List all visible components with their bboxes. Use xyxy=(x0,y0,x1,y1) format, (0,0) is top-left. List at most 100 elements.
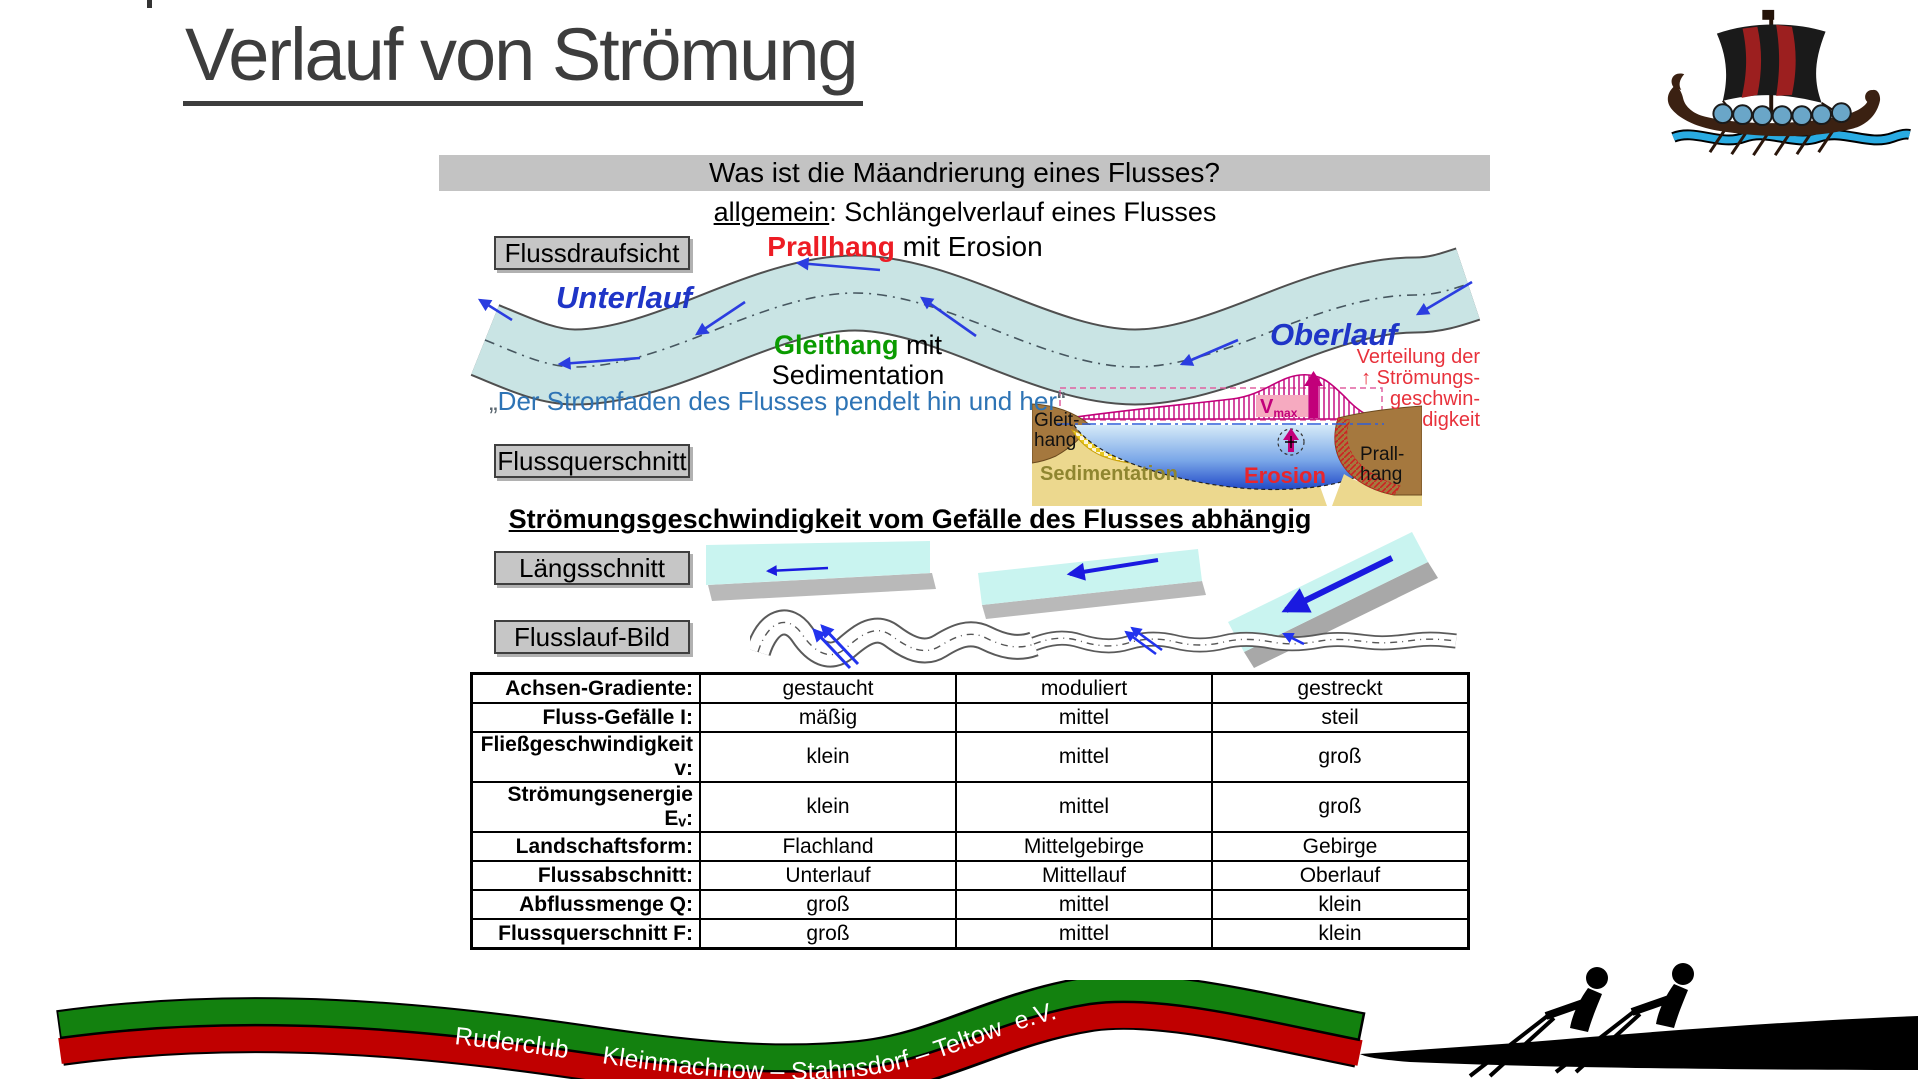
water-body xyxy=(1074,425,1356,490)
rowing-boat-shapes xyxy=(1360,963,1918,1078)
prallhang-caption: Prallhang mit Erosion xyxy=(440,231,1370,263)
quote-close: “ xyxy=(1057,386,1066,416)
prallhang-label-l2: hang xyxy=(1360,464,1402,485)
stern-curl xyxy=(1865,89,1879,104)
value-cell: mittel xyxy=(955,889,1213,920)
row-label: Abflussmenge Q: xyxy=(470,889,701,920)
prallhang-label-l1: Prall- xyxy=(1360,444,1404,465)
slide-edge-mark xyxy=(147,0,152,8)
row-label: Strömungsenergie Eᵥ: xyxy=(470,781,701,833)
table-row: Flussquerschnitt F: groß mittel klein xyxy=(470,918,1470,950)
value-cell: klein xyxy=(699,781,957,833)
gleithang-label-l2: hang xyxy=(1034,430,1076,451)
sail-stripe-2 xyxy=(1776,24,1796,96)
left-bank xyxy=(1032,403,1091,464)
section-label-flusslauf-bild: Flusslauf-Bild xyxy=(494,620,690,654)
value-cell: Unterlauf xyxy=(699,860,957,891)
erosion-label: Erosion xyxy=(1244,463,1326,488)
viking-ship-logo xyxy=(1667,9,1911,156)
gleithang-label-l1: Gleit- xyxy=(1034,410,1079,431)
value-cell: mäßig xyxy=(699,702,957,733)
table-row: Abflussmenge Q: groß mittel klein xyxy=(470,889,1470,920)
value-cell: mittel xyxy=(955,702,1213,733)
vnote-line2: ↑ Strömungs- xyxy=(1346,368,1480,389)
rowing-boat-logo xyxy=(1360,963,1918,1078)
table-row: Landschaftsform: Flachland Mittelgebirge Ge… xyxy=(470,831,1470,862)
oberlauf-label: Oberlauf xyxy=(1270,317,1398,352)
row-label: Landschaftsform: xyxy=(470,831,701,862)
section-label-flussquerschnitt: Flussquerschnitt xyxy=(494,444,690,478)
row-label: Fließgeschwindigkeit v: xyxy=(470,731,701,783)
water-wave xyxy=(1672,130,1911,144)
sedimentation-label: Sedimentation xyxy=(1040,463,1178,485)
value-cell: mittel xyxy=(955,731,1213,783)
unterlauf-label: Unterlauf xyxy=(556,280,693,315)
river-centerline xyxy=(484,283,1469,368)
vnote-line3: geschwin- xyxy=(1389,388,1480,410)
section-label-laengsschnitt: Längsschnitt xyxy=(494,551,690,585)
question-banner: Was ist die Mäandrierung eines Flusses? xyxy=(439,155,1490,191)
river-topview-diagram xyxy=(470,247,1481,406)
flow-arrows xyxy=(477,257,1473,370)
prallhang-rest: mit Erosion xyxy=(894,231,1043,262)
sail xyxy=(1716,24,1826,103)
value-cell: Oberlauf xyxy=(1211,860,1470,891)
section-label-flussdraufsicht: Flussdraufsicht xyxy=(494,236,690,270)
table-row: Flussabschnitt: Unterlauf Mittellauf Oberla… xyxy=(470,860,1470,891)
erosion-uplift-arrow xyxy=(1277,428,1305,456)
subheading: Strömungsgeschwindigkeit vom Gefälle des… xyxy=(508,504,1312,534)
river-bed-line xyxy=(1073,424,1357,491)
gleithang-text: Gleithang xyxy=(773,330,899,360)
quote-text: Der Stromfaden des Flusses pendelt hin u… xyxy=(497,386,1057,416)
club-banner-ribbon: Ruderclub Kleinmachnow – Stahnsdorf – Te… xyxy=(0,980,1919,1079)
sedimentation-caption: Sedimentation xyxy=(771,360,945,390)
value-cell: groß xyxy=(699,918,957,950)
value-cell: groß xyxy=(1211,781,1470,833)
river-cross-section-diagram: Vmax Gleit- hang Sedimentation Erosion P… xyxy=(1032,371,1422,506)
definition-rest: : Schlängelverlauf eines Flusses xyxy=(829,197,1217,227)
slab2-shadow xyxy=(982,581,1206,619)
vnote-line2-text: Strömungs- xyxy=(1376,367,1480,389)
slab1-flat xyxy=(706,541,930,585)
value-cell: klein xyxy=(1211,889,1470,920)
table-row: Fluss-Gefälle I: mäßig mittel steil xyxy=(470,702,1470,733)
shields xyxy=(1712,102,1852,127)
value-cell: steil xyxy=(1211,702,1470,733)
sail-stripe-1 xyxy=(1741,26,1762,98)
vnote-line4: digkeit xyxy=(1422,409,1480,431)
prow xyxy=(1671,73,1685,90)
gleithang-rest: mit xyxy=(898,330,942,360)
value-cell: gestaucht xyxy=(699,672,957,704)
slab1-arrow xyxy=(765,565,829,576)
river-course-sketch xyxy=(750,600,1470,670)
gleithang-caption: Gleithang mit Sedimentation xyxy=(440,330,1276,390)
table-row: Fließgeschwindigkeit v: klein mittel groß xyxy=(470,731,1470,783)
definition-lead: allgemein xyxy=(713,197,830,227)
value-cell: Mittellauf xyxy=(955,860,1213,891)
page-title: Verlauf von Strömung xyxy=(183,12,863,106)
vmax-label-bg xyxy=(1256,395,1308,417)
definition-line: allgemein: Schlängelverlauf eines Flusse… xyxy=(440,197,1490,228)
row-label: Fluss-Gefälle I: xyxy=(470,702,701,733)
velocity-distribution-note: Verteilung der ↑ Strömungs- geschwin- di… xyxy=(1346,347,1480,431)
value-cell: Mittelgebirge xyxy=(955,831,1213,862)
value-cell: groß xyxy=(699,889,957,920)
river-properties-table: Achsen-Gradiente: gestaucht moduliert gestr… xyxy=(470,672,1470,950)
vnote-line1: Verteilung der xyxy=(1356,346,1480,368)
stromfaden-quote: „Der Stromfaden des Flusses pendelt hin … xyxy=(489,386,1066,417)
slab2-arrow xyxy=(1066,558,1159,581)
value-cell: mittel xyxy=(955,781,1213,833)
up-arrow-icon: ↑ xyxy=(1361,367,1377,389)
row-label: Achsen-Gradiente: xyxy=(470,672,701,704)
value-cell: Gebirge xyxy=(1211,831,1470,862)
course-flow-arrows xyxy=(812,624,1305,670)
table-row: Strömungsenergie Eᵥ: klein mittel groß xyxy=(470,781,1470,833)
value-cell: klein xyxy=(1211,918,1470,950)
vmax-arrow xyxy=(1304,371,1323,418)
value-cell: Flachland xyxy=(699,831,957,862)
value-cell: klein xyxy=(699,731,957,783)
slab3-arrow xyxy=(1281,555,1394,613)
prallhang-text: Prallhang xyxy=(767,231,895,262)
erosion-hatch-zone xyxy=(1334,417,1401,496)
